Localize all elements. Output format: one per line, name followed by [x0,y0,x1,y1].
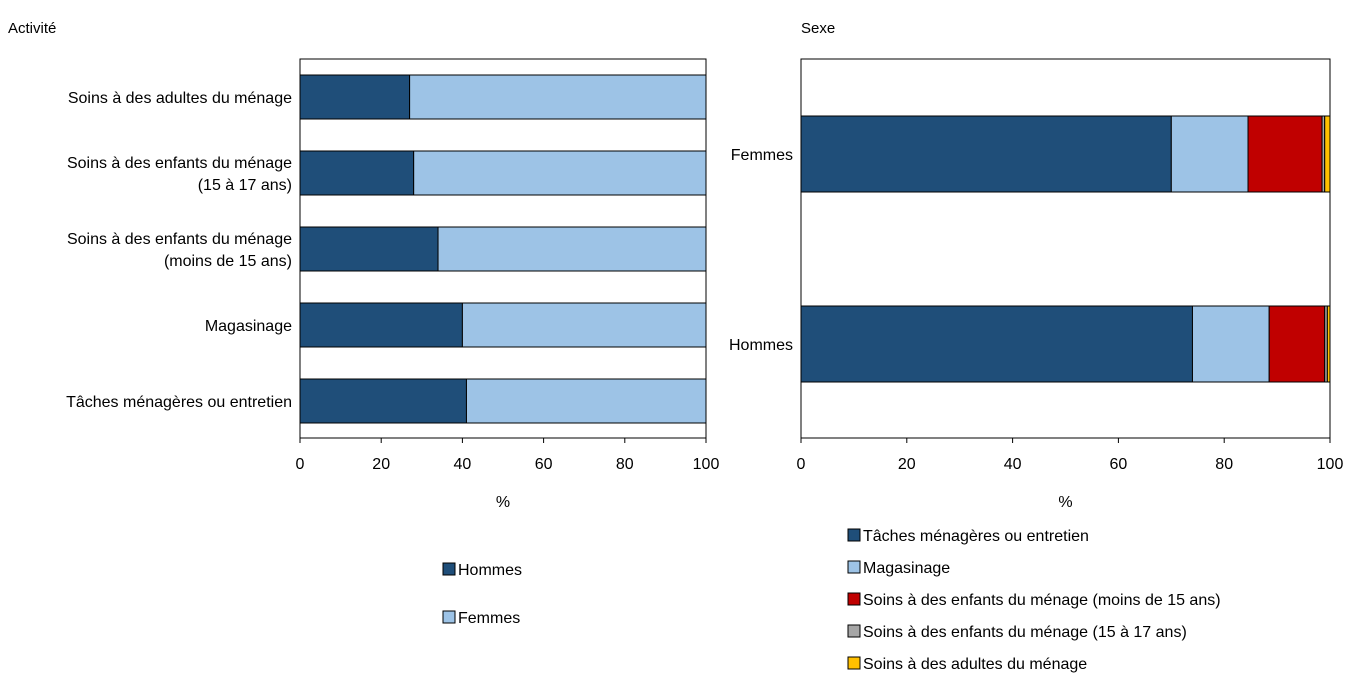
bar-1-0-0 [800,115,1172,193]
category-label: Soins à des enfants du ménage [67,155,292,172]
bar-0-0-1 [409,74,707,120]
bar-0-3-0 [299,302,463,348]
bar-1-0-1 [1170,115,1249,193]
legend-label: Tâches ménagères ou entretien [863,528,1089,545]
x-tick-label: 40 [1004,456,1022,473]
legend-swatch [442,562,456,576]
legend-label: Soins à des adultes du ménage [863,656,1087,673]
legend-label: Femmes [458,610,520,627]
bar-0-4-0 [299,378,467,424]
right-plot-area: Femmes Hommes 0 20 40 60 80 100% [729,58,1344,511]
left-plot-area: Soins à des adultes du ménage Soins à des… [66,58,720,511]
category-label: (moins de 15 ans) [164,253,292,270]
bar-0-0-0 [299,74,411,120]
legend-label: Magasinage [863,560,950,577]
category-label: Soins à des adultes du ménage [68,90,292,107]
bar-1-1-4 [1326,305,1331,383]
right-panel-title: Sexe [801,20,835,37]
x-axis-label: % [496,494,510,511]
x-axis-label: % [1058,494,1072,511]
bar-1-0-2 [1247,115,1323,193]
category-label: Tâches ménagères ou entretien [66,394,292,411]
x-tick-label: 20 [372,456,390,473]
x-tick-label: 80 [616,456,634,473]
x-tick-label: 40 [454,456,472,473]
x-tick-label: 100 [1317,456,1344,473]
x-tick-label: 100 [693,456,720,473]
bar-1-1-1 [1191,305,1270,383]
plot-frame [800,58,1331,439]
bar-1-0-4 [1324,115,1331,193]
bar-0-1-1 [413,150,707,196]
x-tick-label: 80 [1215,456,1233,473]
legend-swatch [847,656,861,670]
bar-0-2-0 [299,226,439,272]
legend-swatch [847,592,861,606]
left-panel-title: Activité [8,20,56,37]
bar-1-1-0 [800,305,1193,383]
left-legend: Hommes Femmes [442,562,522,627]
bar-0-2-1 [437,226,707,272]
legend-swatch [847,560,861,574]
legend-swatch [442,610,456,624]
category-label: (15 à 17 ans) [198,177,292,194]
legend-swatch [847,624,861,638]
bar-1-1-2 [1268,305,1326,383]
legend-label: Soins à des enfants du ménage (moins de … [863,592,1221,609]
x-tick-label: 0 [296,456,305,473]
category-label: Soins à des enfants du ménage [67,231,292,248]
legend-label: Soins à des enfants du ménage (15 à 17 a… [863,624,1187,641]
category-label: Magasinage [205,318,292,335]
bar-0-1-0 [299,150,415,196]
bar-0-3-1 [461,302,707,348]
bar-0-4-1 [465,378,707,424]
x-tick-label: 60 [535,456,553,473]
x-tick-label: 60 [1110,456,1128,473]
category-label: Femmes [731,147,793,164]
category-label: Hommes [729,337,793,354]
legend-swatch [847,528,861,542]
x-tick-label: 20 [898,456,916,473]
x-tick-label: 0 [797,456,806,473]
right-legend: Tâches ménagères ou entretien Magasinage S… [847,528,1221,673]
legend-label: Hommes [458,562,522,579]
